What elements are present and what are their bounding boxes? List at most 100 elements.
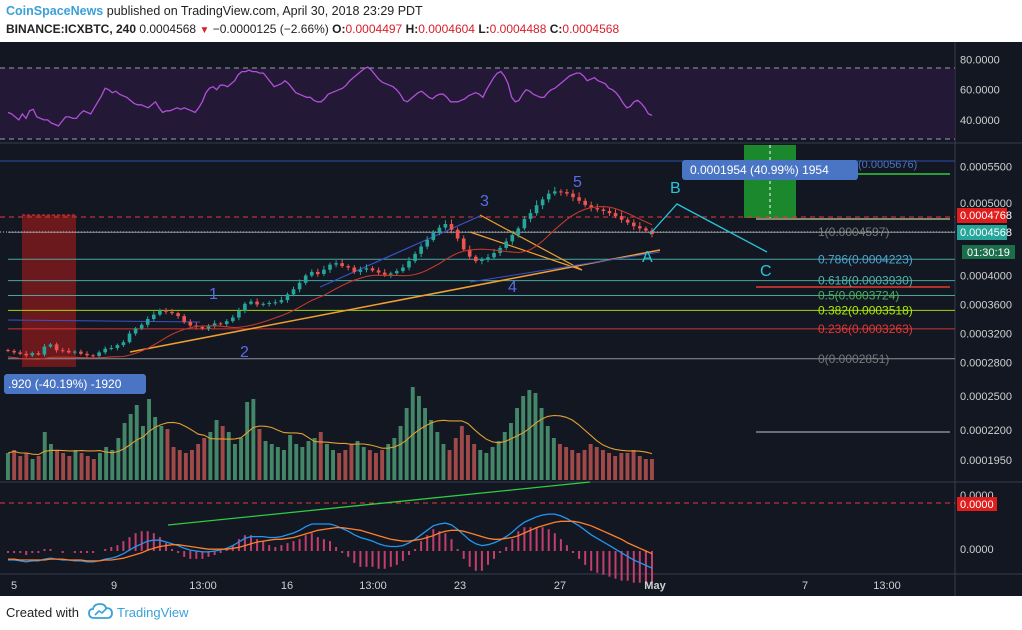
time-tick-label: May — [644, 580, 666, 592]
volume-bar — [325, 444, 329, 480]
candle-body — [170, 311, 174, 314]
volume-bar — [104, 447, 109, 480]
time-tick-label: 13:00 — [189, 580, 217, 592]
volume-bar — [558, 444, 562, 480]
volume-bar — [582, 450, 587, 480]
volume-bar — [417, 396, 421, 480]
volume-bar — [300, 447, 305, 480]
volume-bar — [355, 441, 360, 480]
candle-body — [145, 319, 150, 325]
candle-body — [79, 351, 83, 354]
candle-body — [443, 224, 448, 228]
marker-price-text: 0.0004768 — [960, 210, 1012, 222]
price-tick-label: 0.0003200 — [960, 329, 1012, 341]
volume-bar — [36, 456, 41, 480]
volume-bar — [545, 426, 550, 480]
candle-body — [85, 353, 89, 356]
candle-body — [358, 269, 363, 272]
volume-average-line — [7, 414, 653, 456]
candle-body — [364, 268, 369, 270]
candle-body — [30, 353, 35, 356]
short-position-text: .920 (-40.19%) -1920 — [8, 377, 122, 391]
time-tick-label: 9 — [111, 580, 117, 592]
volume-bar — [288, 435, 293, 480]
wave-2-label: 2 — [240, 344, 249, 361]
volume-bar — [601, 450, 605, 480]
volume-bar — [251, 399, 256, 480]
volume-bars — [6, 387, 654, 480]
volume-bar — [220, 426, 225, 480]
candle-body — [431, 232, 436, 240]
high-label: H: — [405, 22, 419, 36]
fib-level-label: 0.5(0.0003724) — [818, 289, 899, 303]
candle-body — [625, 219, 630, 223]
marker-price-badge — [957, 208, 1007, 223]
volume-bar — [263, 441, 268, 480]
volume-bar — [386, 444, 391, 480]
wave-1-label: 1 — [209, 286, 218, 303]
candle-body — [133, 328, 138, 334]
countdown-text: 01:30:19 — [967, 247, 1010, 259]
candle-body — [243, 303, 247, 312]
candle-body — [206, 326, 211, 329]
volume-bar — [18, 456, 23, 480]
volume-bar — [91, 459, 96, 480]
volume-bar — [214, 420, 219, 480]
low-label: L: — [478, 22, 490, 36]
wave-a-label: A — [642, 249, 653, 266]
candle-body — [455, 229, 460, 239]
volume-bar — [502, 432, 507, 480]
volume-bar — [570, 450, 575, 480]
open-label: O: — [332, 22, 346, 36]
signal-line — [8, 520, 653, 562]
candle-body — [66, 350, 71, 353]
volume-bar — [134, 405, 139, 480]
candle-body — [285, 294, 290, 301]
candle-body — [109, 348, 114, 349]
candle-body — [522, 218, 527, 229]
candle-body — [601, 209, 606, 211]
high-value: 0.0004604 — [418, 22, 475, 36]
candle-body — [461, 238, 466, 250]
volume-bar — [594, 447, 599, 480]
short-position-box — [4, 374, 146, 394]
volume-bar — [141, 426, 145, 480]
candle-body — [449, 224, 454, 230]
volume-bar — [398, 426, 403, 480]
candle-body — [546, 193, 551, 200]
volume-pane: 0.0002500 0.0002200 0.0001950 — [6, 387, 1012, 480]
time-tick-label: 5 — [11, 580, 17, 592]
volume-bar — [233, 444, 237, 480]
volume-bar — [116, 438, 121, 480]
candle-body — [54, 344, 59, 351]
fibonacci-levels: 1(0.0004597) 0.786(0.0004223) 0.618(0.0003… — [8, 225, 955, 366]
short-position-zone — [22, 215, 76, 367]
candle-body — [395, 271, 399, 274]
tradingview-brand-link[interactable]: TradingView — [117, 605, 189, 620]
candle-body — [273, 302, 278, 304]
price-pane: 1(0.0004597) 0.786(0.0004223) 0.618(0.0003… — [0, 145, 1015, 394]
volume-bar — [202, 438, 207, 480]
candle-body — [249, 301, 253, 304]
volume-bar — [55, 450, 59, 480]
candle-body — [553, 191, 557, 194]
candle-body — [6, 350, 10, 351]
price-tick-label: 0.0005500 — [960, 162, 1012, 174]
candle-body — [121, 342, 126, 346]
candle-body — [176, 313, 180, 317]
candle-body — [346, 266, 350, 268]
volume-bar — [67, 456, 72, 480]
fib-level-label: 0.236(0.0003263) — [818, 322, 913, 336]
volume-bar — [380, 450, 385, 480]
low-value: 0.0004488 — [489, 22, 547, 36]
volume-bar — [410, 387, 415, 480]
publish-info: CoinSpaceNews published on TradingView.c… — [6, 4, 423, 18]
candle-body — [73, 351, 77, 353]
author-name[interactable]: CoinSpaceNews — [6, 4, 104, 18]
volume-bar — [631, 450, 636, 480]
volume-bar — [650, 459, 654, 480]
candle-body — [376, 270, 381, 273]
candle-body — [218, 323, 223, 325]
tradingview-cloud-icon[interactable] — [88, 602, 114, 620]
